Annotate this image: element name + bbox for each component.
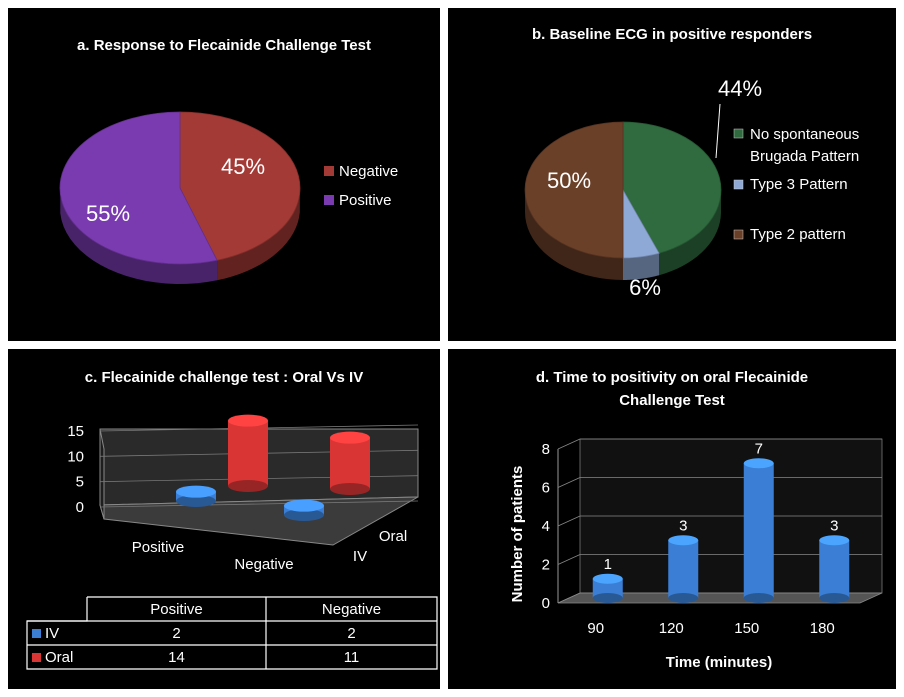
- pie-slice-no-spontaneous-brugada-pattern: [622, 121, 722, 254]
- ytick-15: 15: [67, 423, 84, 440]
- table-row-label-oral: Oral: [45, 649, 73, 666]
- xtick-90: 90: [587, 620, 604, 637]
- bar-90: [592, 573, 623, 603]
- slice-label-type-2: 50%: [547, 168, 591, 193]
- legend-label-negative: Negative: [339, 163, 398, 180]
- table-cell-oral-negative: 11: [344, 649, 360, 666]
- table-cell-iv-positive: 2: [172, 625, 180, 642]
- slice-label-positive: 55%: [86, 201, 130, 226]
- depth-tick-iv: IV: [353, 548, 367, 565]
- pie-side-type-3-pattern: [623, 253, 660, 280]
- ytick-2: 2: [542, 557, 550, 574]
- legend-swatch-0: [733, 128, 744, 139]
- chart-d-title-line-2: Challenge Test: [619, 392, 725, 409]
- ytick-4: 4: [542, 518, 550, 535]
- y-axis-label: Number of patients: [509, 466, 526, 603]
- gridline-0: [99, 500, 419, 508]
- data-label-120: 3: [679, 517, 687, 534]
- legend-swatch-negative: [324, 166, 334, 176]
- bar-oral-positive: [228, 414, 268, 492]
- chart-b-legend: No spontaneous Brugada Pattern Type 3 Patt…: [733, 126, 859, 243]
- legend-label-1: Type 3 Pattern: [750, 176, 848, 193]
- chart-a-title: a. Response to Flecainide Challenge Test: [77, 37, 371, 54]
- pie-side-positive: [60, 193, 218, 284]
- chart-a-svg: a. Response to Flecainide Challenge Test…: [59, 37, 398, 284]
- pie-slice-type-2-pattern: [524, 121, 624, 259]
- side-wall: [99, 428, 105, 520]
- pie-side-negative: [217, 192, 300, 281]
- x-axis-label: Time (minutes): [666, 654, 772, 671]
- xtick-180: 180: [810, 620, 835, 637]
- chart-a-legend: Negative Positive: [324, 163, 398, 209]
- chart-c-panel: c. Flecainide challenge test : Oral Vs I…: [8, 349, 440, 689]
- chart-b-panel: b. Baseline ECG in positive responders 4…: [448, 8, 896, 341]
- legend-label-2: Type 2 pattern: [750, 226, 846, 243]
- bar-iv-negative: [284, 499, 324, 521]
- ytick-5: 5: [76, 474, 84, 491]
- table-swatch-oral: [32, 653, 41, 662]
- ytick-0: 0: [542, 595, 550, 612]
- bar-180: [819, 535, 850, 603]
- pie-slice-positive: [59, 111, 218, 265]
- ytick-10: 10: [67, 448, 84, 465]
- xtick-120: 120: [659, 620, 684, 637]
- chart-b-pie: 44% 6% 50%: [524, 76, 762, 300]
- xtick-positive: Positive: [132, 539, 185, 556]
- ytick-6: 6: [542, 480, 550, 497]
- depth-tick-oral: Oral: [379, 528, 407, 545]
- legend-label-0b: Brugada Pattern: [750, 148, 859, 165]
- chart-d-svg: d. Time to positivity on oral Flecainide…: [509, 369, 883, 671]
- pie-side-type-2-pattern: [525, 190, 623, 280]
- bar-120: [668, 535, 699, 603]
- xtick-negative: Negative: [234, 556, 293, 573]
- chart-b-title: b. Baseline ECG in positive responders: [532, 26, 812, 43]
- chart-c-plot: 0 5 10 15 Positive Negative IV Oral: [67, 414, 419, 573]
- chart-d-panel: d. Time to positivity on oral Flecainide…: [448, 349, 896, 689]
- legend-swatch-2: [733, 229, 744, 240]
- legend-swatch-positive: [324, 195, 334, 205]
- chart-c-data-table: Positive Negative IV 2 2 Oral 14 11: [26, 596, 438, 670]
- data-label-90: 1: [604, 556, 612, 573]
- chart-d-title-line-1: d. Time to positivity on oral Flecainide: [536, 369, 808, 386]
- ytick-8: 8: [542, 441, 550, 458]
- slice-label-type-3: 6%: [629, 275, 661, 300]
- table-header-negative: Negative: [322, 601, 381, 618]
- chart-b-svg: b. Baseline ECG in positive responders 4…: [524, 26, 859, 300]
- chart-c-title: c. Flecainide challenge test : Oral Vs I…: [85, 369, 363, 386]
- bar-oral-negative: [330, 431, 370, 495]
- xtick-150: 150: [734, 620, 759, 637]
- table-cell-iv-negative: 2: [347, 625, 355, 642]
- bar-iv-positive: [176, 485, 216, 507]
- ytick-0: 0: [76, 499, 84, 516]
- chart-d-plot: 0 2 4 6 8 1 90 3 120 7 150 3 180 Time (minutes) Number…: [509, 438, 883, 671]
- legend-swatch-1: [733, 179, 744, 190]
- chart-c-svg: c. Flecainide challenge test : Oral Vs I…: [26, 369, 438, 670]
- table-cell-oral-positive: 14: [168, 649, 185, 666]
- legend-label-positive: Positive: [339, 192, 392, 209]
- bar-150: [743, 458, 774, 603]
- slice-label-no-spontaneous: 44%: [718, 76, 762, 101]
- pie-slice-negative: [179, 111, 301, 261]
- table-row-label-iv: IV: [45, 625, 59, 642]
- chart-a-pie: 45% 55%: [59, 111, 301, 284]
- slice-label-negative: 45%: [221, 154, 265, 179]
- data-label-180: 3: [830, 517, 838, 534]
- table-swatch-iv: [32, 629, 41, 638]
- legend-label-0a: No spontaneous: [750, 126, 859, 143]
- leader-line-44: [715, 103, 721, 159]
- table-header-positive: Positive: [150, 601, 203, 618]
- chart-a-panel: a. Response to Flecainide Challenge Test…: [8, 8, 440, 341]
- pie-side-no-spontaneous-brugada-pattern: [659, 191, 721, 276]
- data-label-150: 7: [755, 440, 763, 457]
